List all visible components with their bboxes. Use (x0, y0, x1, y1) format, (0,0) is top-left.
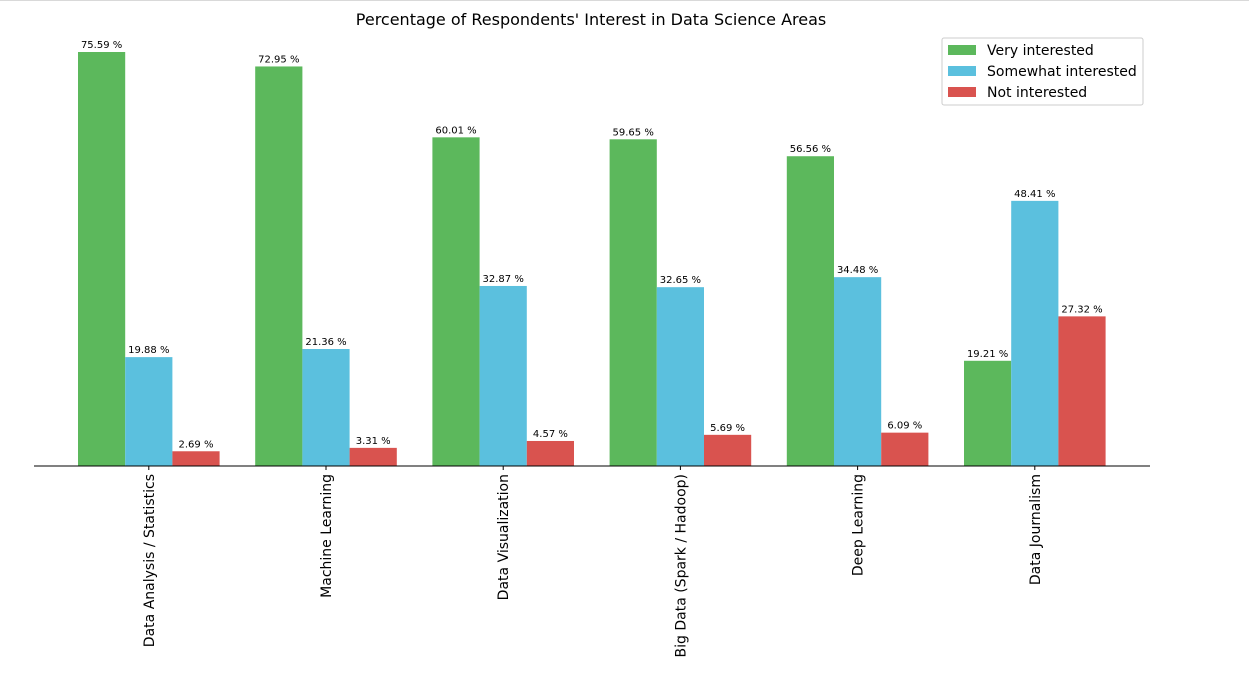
x-tick-label-deep-learning: Deep Learning (851, 474, 867, 576)
x-tick-label-data-visualization: Data Visualization (496, 474, 512, 600)
legend-swatch-very-interested (948, 45, 976, 55)
data-label-not-interested-big-data-spark-hadoop: 5.69 % (710, 423, 745, 434)
legend-swatch-somewhat-interested (948, 66, 976, 76)
bar-not-interested-deep-learning (881, 432, 929, 466)
data-label-very-interested-machine-learning: 72.95 % (258, 54, 299, 65)
data-label-very-interested-deep-learning: 56.56 % (790, 144, 831, 155)
legend-label-very-interested: Very interested (987, 43, 1094, 59)
bar-not-interested-data-visualization (526, 440, 574, 466)
x-tick-label-machine-learning: Machine Learning (319, 474, 335, 598)
data-label-very-interested-big-data-spark-hadoop: 59.65 % (613, 127, 654, 138)
bar-very-interested-data-analysis-statistics (78, 52, 126, 466)
legend-box (941, 37, 1144, 106)
bar-very-interested-data-visualization (432, 137, 480, 466)
bar-very-interested-data-journalism (964, 360, 1012, 466)
bar-not-interested-data-analysis-statistics (172, 451, 220, 466)
chart-title: Percentage of Respondents' Interest in D… (356, 10, 826, 29)
bar-very-interested-big-data-spark-hadoop (609, 139, 657, 467)
bar-very-interested-machine-learning (255, 66, 303, 467)
bar-somewhat-interested-deep-learning (834, 277, 882, 466)
legend: Very interested Somewhat interested Not in… (941, 37, 1144, 106)
bar-not-interested-data-journalism (1058, 316, 1106, 466)
data-label-somewhat-interested-big-data-spark-hadoop: 32.65 % (660, 275, 701, 286)
data-label-not-interested-data-journalism: 27.32 % (1061, 304, 1102, 315)
x-tick-label-data-journalism: Data Journalism (1028, 474, 1044, 585)
data-label-somewhat-interested-deep-learning: 34.48 % (837, 265, 878, 276)
data-label-not-interested-data-analysis-statistics: 2.69 % (179, 439, 214, 450)
data-label-somewhat-interested-machine-learning: 21.36 % (305, 337, 346, 348)
x-axis-ticks: Data Analysis / Statistics Machine Learni… (142, 466, 1044, 657)
data-label-not-interested-machine-learning: 3.31 % (356, 436, 391, 447)
data-label-very-interested-data-journalism: 19.21 % (967, 349, 1008, 360)
bar-not-interested-machine-learning (349, 447, 397, 466)
bar-very-interested-deep-learning (786, 156, 834, 467)
data-label-not-interested-deep-learning: 6.09 % (887, 421, 922, 432)
top-divider (0, 0, 1249, 1)
data-label-not-interested-data-visualization: 4.57 % (533, 429, 568, 440)
bar-not-interested-big-data-spark-hadoop (704, 434, 752, 466)
bar-somewhat-interested-machine-learning (302, 349, 350, 466)
bar-somewhat-interested-data-journalism (1011, 200, 1059, 467)
data-label-very-interested-data-visualization: 60.01 % (435, 125, 476, 136)
bar-somewhat-interested-data-visualization (479, 285, 527, 466)
data-label-very-interested-data-analysis-statistics: 75.59 % (81, 40, 122, 51)
bar-somewhat-interested-data-analysis-statistics (125, 357, 173, 466)
data-label-somewhat-interested-data-visualization: 32.87 % (483, 274, 524, 285)
x-tick-label-data-analysis-statistics: Data Analysis / Statistics (142, 474, 158, 647)
legend-label-somewhat-interested: Somewhat interested (987, 64, 1137, 80)
data-label-somewhat-interested-data-analysis-statistics: 19.88 % (128, 345, 169, 356)
bars-layer (78, 52, 1106, 467)
legend-swatch-not-interested (948, 87, 976, 97)
data-labels-layer: 75.59 % 19.88 % 2.69 % 72.95 % 21.36 % 3.31 %… (81, 40, 1103, 450)
data-label-somewhat-interested-data-journalism: 48.41 % (1014, 189, 1055, 200)
legend-label-not-interested: Not interested (987, 85, 1087, 101)
x-tick-label-big-data-spark-hadoop: Big Data (Spark / Hadoop) (673, 474, 689, 657)
bar-somewhat-interested-big-data-spark-hadoop (656, 287, 704, 466)
